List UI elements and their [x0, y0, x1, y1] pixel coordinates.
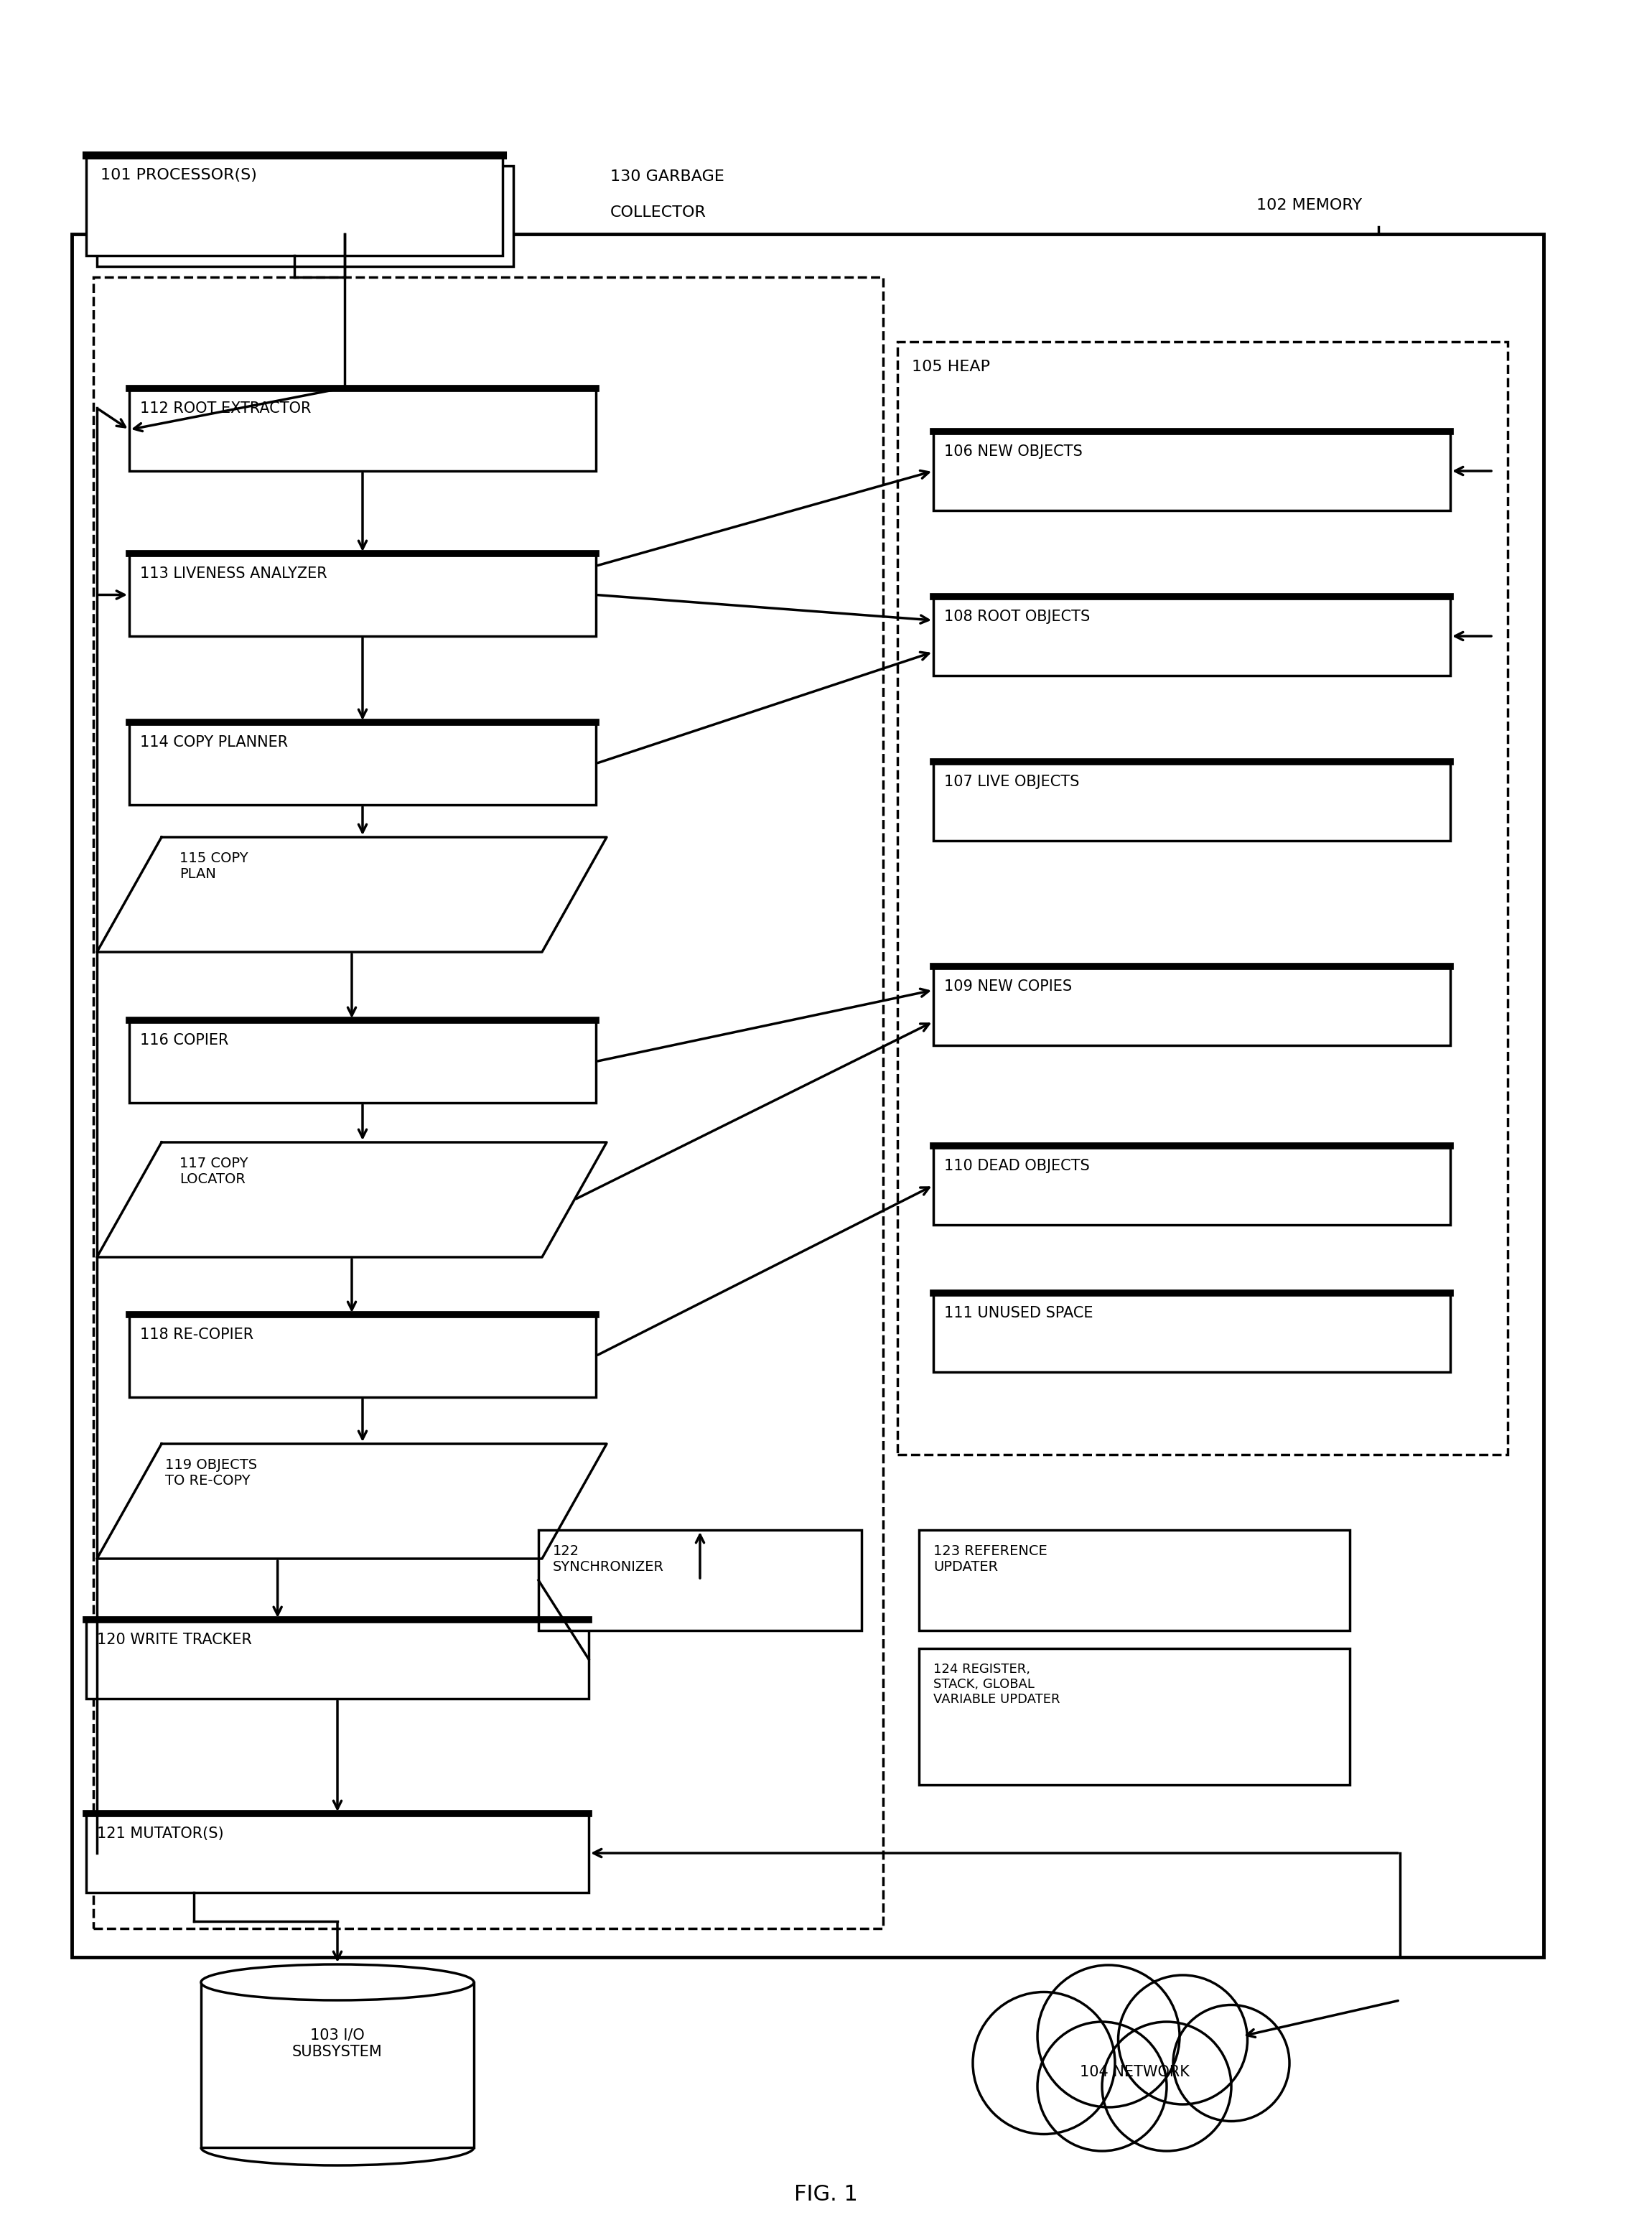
Text: 104 NETWORK: 104 NETWORK [1079, 2065, 1189, 2078]
Text: 113 LIVENESS ANALYZER: 113 LIVENESS ANALYZER [140, 566, 327, 580]
Text: 112 ROOT EXTRACTOR: 112 ROOT EXTRACTOR [140, 401, 311, 415]
Circle shape [1102, 2023, 1231, 2152]
Bar [933, 598, 1450, 676]
Bar [933, 1293, 1450, 1371]
Text: 106 NEW OBJECTS: 106 NEW OBJECTS [943, 444, 1082, 459]
Polygon shape [97, 1443, 606, 1559]
Text: 123 REFERENCE
UPDATER: 123 REFERENCE UPDATER [933, 1545, 1047, 1574]
Text: 119 OBJECTS
TO RE-COPY: 119 OBJECTS TO RE-COPY [165, 1458, 258, 1487]
Ellipse shape [202, 1965, 474, 2000]
Bar [86, 1619, 588, 1699]
Text: 130 GARBAGE: 130 GARBAGE [610, 169, 724, 183]
Bar [129, 553, 596, 636]
Text: 114 COPY PLANNER: 114 COPY PLANNER [140, 736, 287, 749]
Bar [933, 763, 1450, 841]
Bar [129, 388, 596, 471]
Bar [897, 341, 1508, 1454]
Bar [933, 1146, 1450, 1224]
Text: 122
SYNCHRONIZER: 122 SYNCHRONIZER [553, 1545, 664, 1574]
Bar [973, 1982, 1295, 2161]
Text: 107 LIVE OBJECTS: 107 LIVE OBJECTS [943, 774, 1079, 789]
Bar [129, 1316, 596, 1398]
Text: 103 I/O
SUBSYSTEM: 103 I/O SUBSYSTEM [292, 2027, 383, 2058]
Bar [933, 966, 1450, 1046]
Text: 108 ROOT OBJECTS: 108 ROOT OBJECTS [943, 609, 1090, 624]
Bar [86, 1813, 588, 1893]
Text: 117 COPY
LOCATOR: 117 COPY LOCATOR [180, 1157, 248, 1186]
Text: 110 DEAD OBJECTS: 110 DEAD OBJECTS [943, 1160, 1090, 1173]
Text: 105 HEAP: 105 HEAP [912, 359, 990, 375]
Bar [71, 234, 1543, 1958]
Bar [933, 430, 1450, 511]
Bar [539, 1530, 862, 1630]
Bar [86, 156, 502, 256]
Text: COLLECTOR: COLLECTOR [610, 205, 707, 221]
Text: 124 REGISTER,
STACK, GLOBAL
VARIABLE UPDATER: 124 REGISTER, STACK, GLOBAL VARIABLE UPD… [933, 1664, 1061, 1706]
Text: 121 MUTATOR(S): 121 MUTATOR(S) [97, 1826, 223, 1840]
Circle shape [1173, 2005, 1290, 2121]
Circle shape [973, 1991, 1115, 2134]
Bar [129, 723, 596, 805]
Text: FIG. 1: FIG. 1 [793, 2183, 857, 2205]
Circle shape [1037, 2023, 1166, 2152]
Text: 116 COPIER: 116 COPIER [140, 1032, 228, 1048]
Bar [919, 1530, 1350, 1630]
Polygon shape [97, 836, 606, 952]
Bar [129, 1021, 596, 1104]
Text: 115 COPY
PLAN: 115 COPY PLAN [180, 852, 248, 881]
Circle shape [1037, 1965, 1180, 2107]
Text: 118 RE-COPIER: 118 RE-COPIER [140, 1327, 253, 1342]
Text: 101 PROCESSOR(S): 101 PROCESSOR(S) [101, 167, 258, 183]
Text: 109 NEW COPIES: 109 NEW COPIES [943, 979, 1072, 995]
Bar [97, 165, 514, 265]
Text: 120 WRITE TRACKER: 120 WRITE TRACKER [97, 1632, 251, 1648]
Circle shape [1118, 1976, 1247, 2105]
Bar [93, 277, 884, 1929]
Bar [202, 1982, 474, 2147]
Polygon shape [97, 1142, 606, 1258]
Bar [919, 1648, 1350, 1784]
Text: 111 UNUSED SPACE: 111 UNUSED SPACE [943, 1307, 1094, 1320]
Text: 102 MEMORY: 102 MEMORY [1257, 198, 1361, 212]
